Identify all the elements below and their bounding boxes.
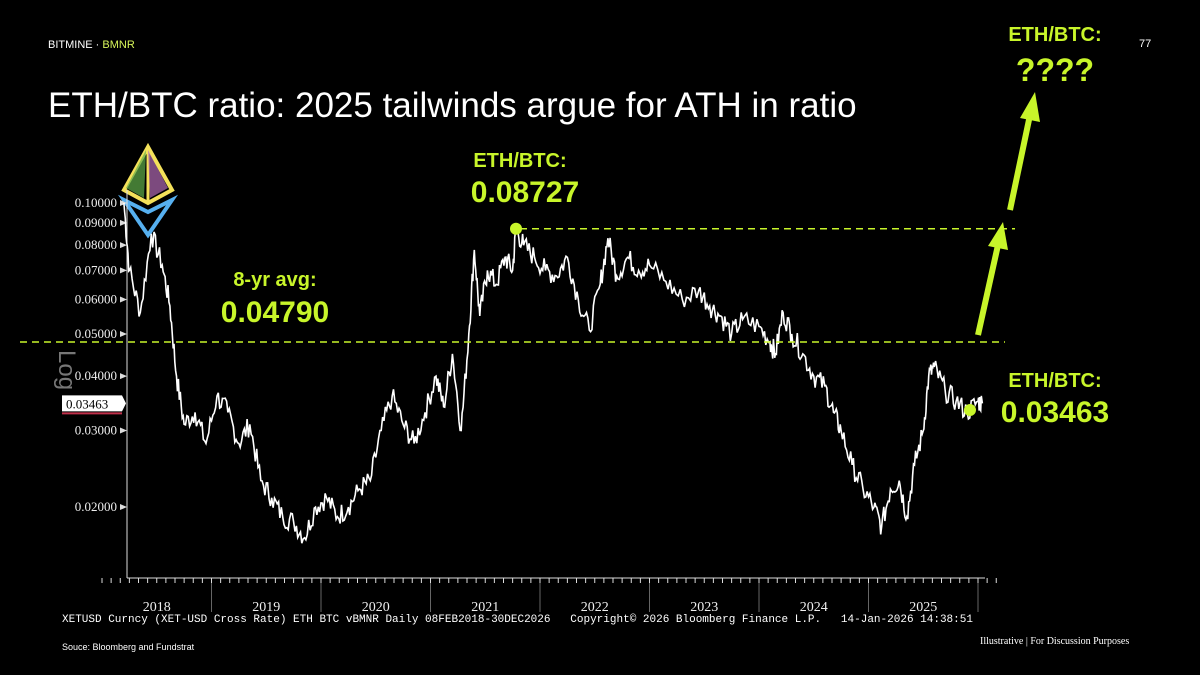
current-label: ETH/BTC: xyxy=(1008,370,1102,392)
y-tick xyxy=(120,242,127,249)
x-tick-label: 2018 xyxy=(143,600,171,615)
y-tick xyxy=(120,267,127,274)
peak-value: 0.08727 xyxy=(470,176,580,209)
future-label: ETH/BTC: xyxy=(1008,24,1102,46)
source-note: Souce: Bloomberg and Fundstrat xyxy=(62,642,195,652)
eth-btc-series-line xyxy=(123,202,984,544)
ethereum-logo-icon xyxy=(117,142,179,239)
y-tick-label: 0.05000 xyxy=(75,326,117,341)
x-tick-label: 2024 xyxy=(800,600,828,615)
y-tick-label: 0.09000 xyxy=(75,215,117,230)
peak-marker xyxy=(510,222,522,235)
avg-value: 0.04790 xyxy=(220,296,330,329)
avg-label: 8-yr avg: xyxy=(233,269,317,291)
x-tick-label: 2019 xyxy=(252,600,280,615)
x-tick-label: 2023 xyxy=(690,600,718,615)
x-tick-label: 2025 xyxy=(909,600,937,615)
y-tick xyxy=(120,373,127,380)
brand-ticker: BMNR xyxy=(102,39,135,51)
last-value-label: 0.03463 xyxy=(66,396,108,411)
last-value-tag xyxy=(62,395,126,412)
y-tick xyxy=(120,219,127,226)
arrow-up-icon xyxy=(1020,92,1040,122)
y-tick-label: 0.07000 xyxy=(75,262,117,277)
brand-name: BITMINE xyxy=(48,39,93,51)
bloomberg-footer: XETUSD Curncy (XET-USD Cross Rate) ETH B… xyxy=(62,614,973,626)
slide-title: ETH/BTC ratio: 2025 tailwinds argue for … xyxy=(48,86,857,125)
y-tick xyxy=(120,427,127,434)
y-tick xyxy=(120,330,127,337)
y-tick-label: 0.03000 xyxy=(75,422,117,437)
y-tick xyxy=(120,296,127,303)
arrow-1-shaft xyxy=(975,244,1001,336)
current-value: 0.03463 xyxy=(1000,396,1110,429)
disclaimer: Illustrative | For Discussion Purposes xyxy=(980,636,1130,647)
y-tick-label: 0.06000 xyxy=(75,292,117,307)
y-tick-label: 0.08000 xyxy=(75,237,117,252)
y-tick-label: 0.04000 xyxy=(75,368,117,383)
page-number: 77 xyxy=(1139,38,1152,50)
future-value: ???? xyxy=(1015,52,1095,88)
x-tick-label: 2022 xyxy=(581,600,609,615)
y-tick xyxy=(120,504,127,511)
x-tick-label: 2020 xyxy=(362,600,390,615)
x-tick-label: 2021 xyxy=(471,600,499,615)
y-tick xyxy=(120,200,127,206)
arrow-up-icon xyxy=(988,222,1008,250)
log-scale-label: Log xyxy=(53,350,80,391)
y-tick-label: 0.10000 xyxy=(75,195,117,210)
brand: BITMINE · BMNR xyxy=(48,39,135,51)
peak-label: ETH/BTC: xyxy=(473,150,567,172)
current-marker xyxy=(964,404,976,416)
y-tick-label: 0.02000 xyxy=(75,499,117,514)
arrow-2-shaft xyxy=(1007,114,1033,211)
